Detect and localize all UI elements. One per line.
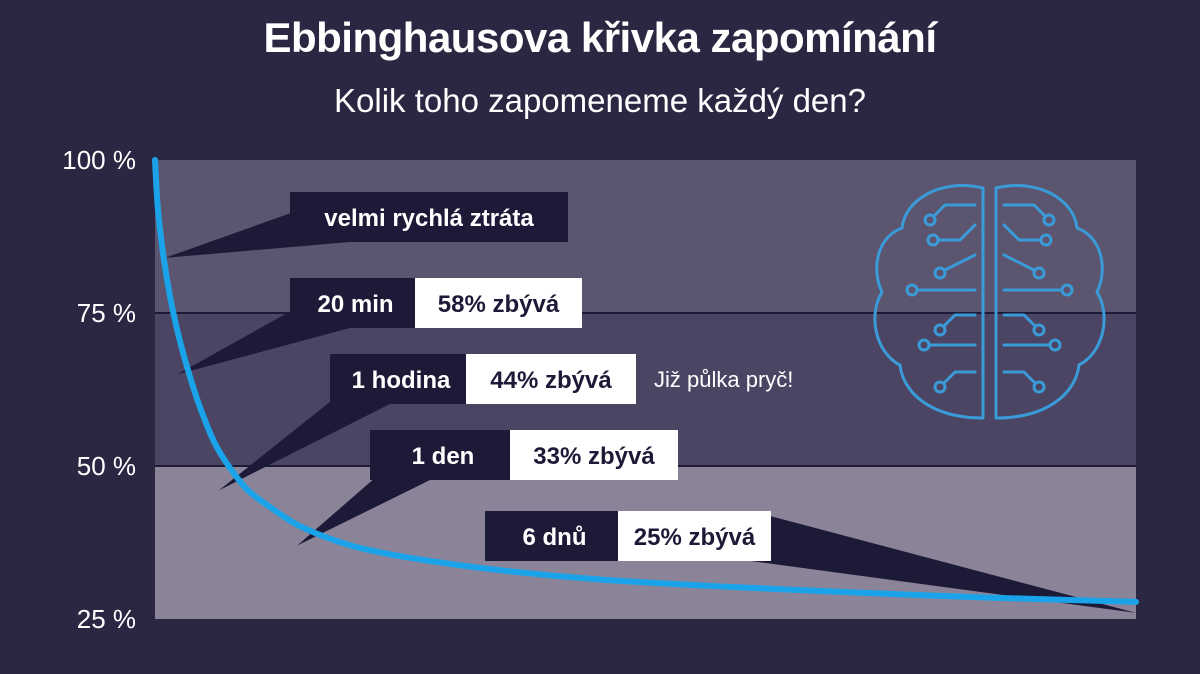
callout-label: 1 den xyxy=(412,443,475,470)
callout-label-box xyxy=(370,430,510,480)
callout-pointer xyxy=(218,354,390,491)
callout-label-box xyxy=(290,192,568,242)
callout-value-box xyxy=(466,354,636,404)
callout-value-box xyxy=(618,511,771,561)
callout-d1: 1 den 33% zbývá xyxy=(297,430,678,546)
callout-label: 20 min xyxy=(317,291,393,318)
chart-subtitle: Kolik toho zapomeneme každý den? xyxy=(334,82,866,119)
y-tick-label: 100 % xyxy=(62,145,136,175)
callout-fast: velmi rychlá ztráta xyxy=(164,192,568,258)
callout-h1: 1 hodina 44% zbývá Již půlka pryč! xyxy=(218,354,793,491)
callout-note: Již půlka pryč! xyxy=(654,367,793,392)
chart-title: Ebbinghausova křivka zapomínání xyxy=(263,14,937,61)
callout-value-box xyxy=(510,430,678,480)
callout-label-box xyxy=(290,278,415,328)
forgetting-curve-line xyxy=(152,157,1139,605)
callout-m20: 20 min 58% zbývá xyxy=(177,278,582,375)
callout-label: 6 dnů xyxy=(523,524,587,551)
callout-value: 44% zbývá xyxy=(490,367,612,394)
callout-label-box xyxy=(485,511,618,561)
callout-pointer xyxy=(177,278,350,375)
callout-label: velmi rychlá ztráta xyxy=(324,205,534,232)
y-tick-label: 50 % xyxy=(77,451,136,481)
callout-value: 25% zbývá xyxy=(634,524,756,551)
y-tick-label: 25 % xyxy=(77,604,136,634)
callout-value-box xyxy=(415,278,582,328)
callout-value: 58% zbývá xyxy=(438,291,560,318)
callout-value: 33% zbývá xyxy=(533,443,655,470)
callout-pointer xyxy=(751,511,1136,613)
y-tick-label: 75 % xyxy=(77,298,136,328)
callout-d6: 6 dnů 25% zbývá xyxy=(485,511,1136,613)
callout-label-box xyxy=(330,354,466,404)
callout-label: 1 hodina xyxy=(352,367,451,394)
brain-circuit-icon xyxy=(873,184,1106,420)
